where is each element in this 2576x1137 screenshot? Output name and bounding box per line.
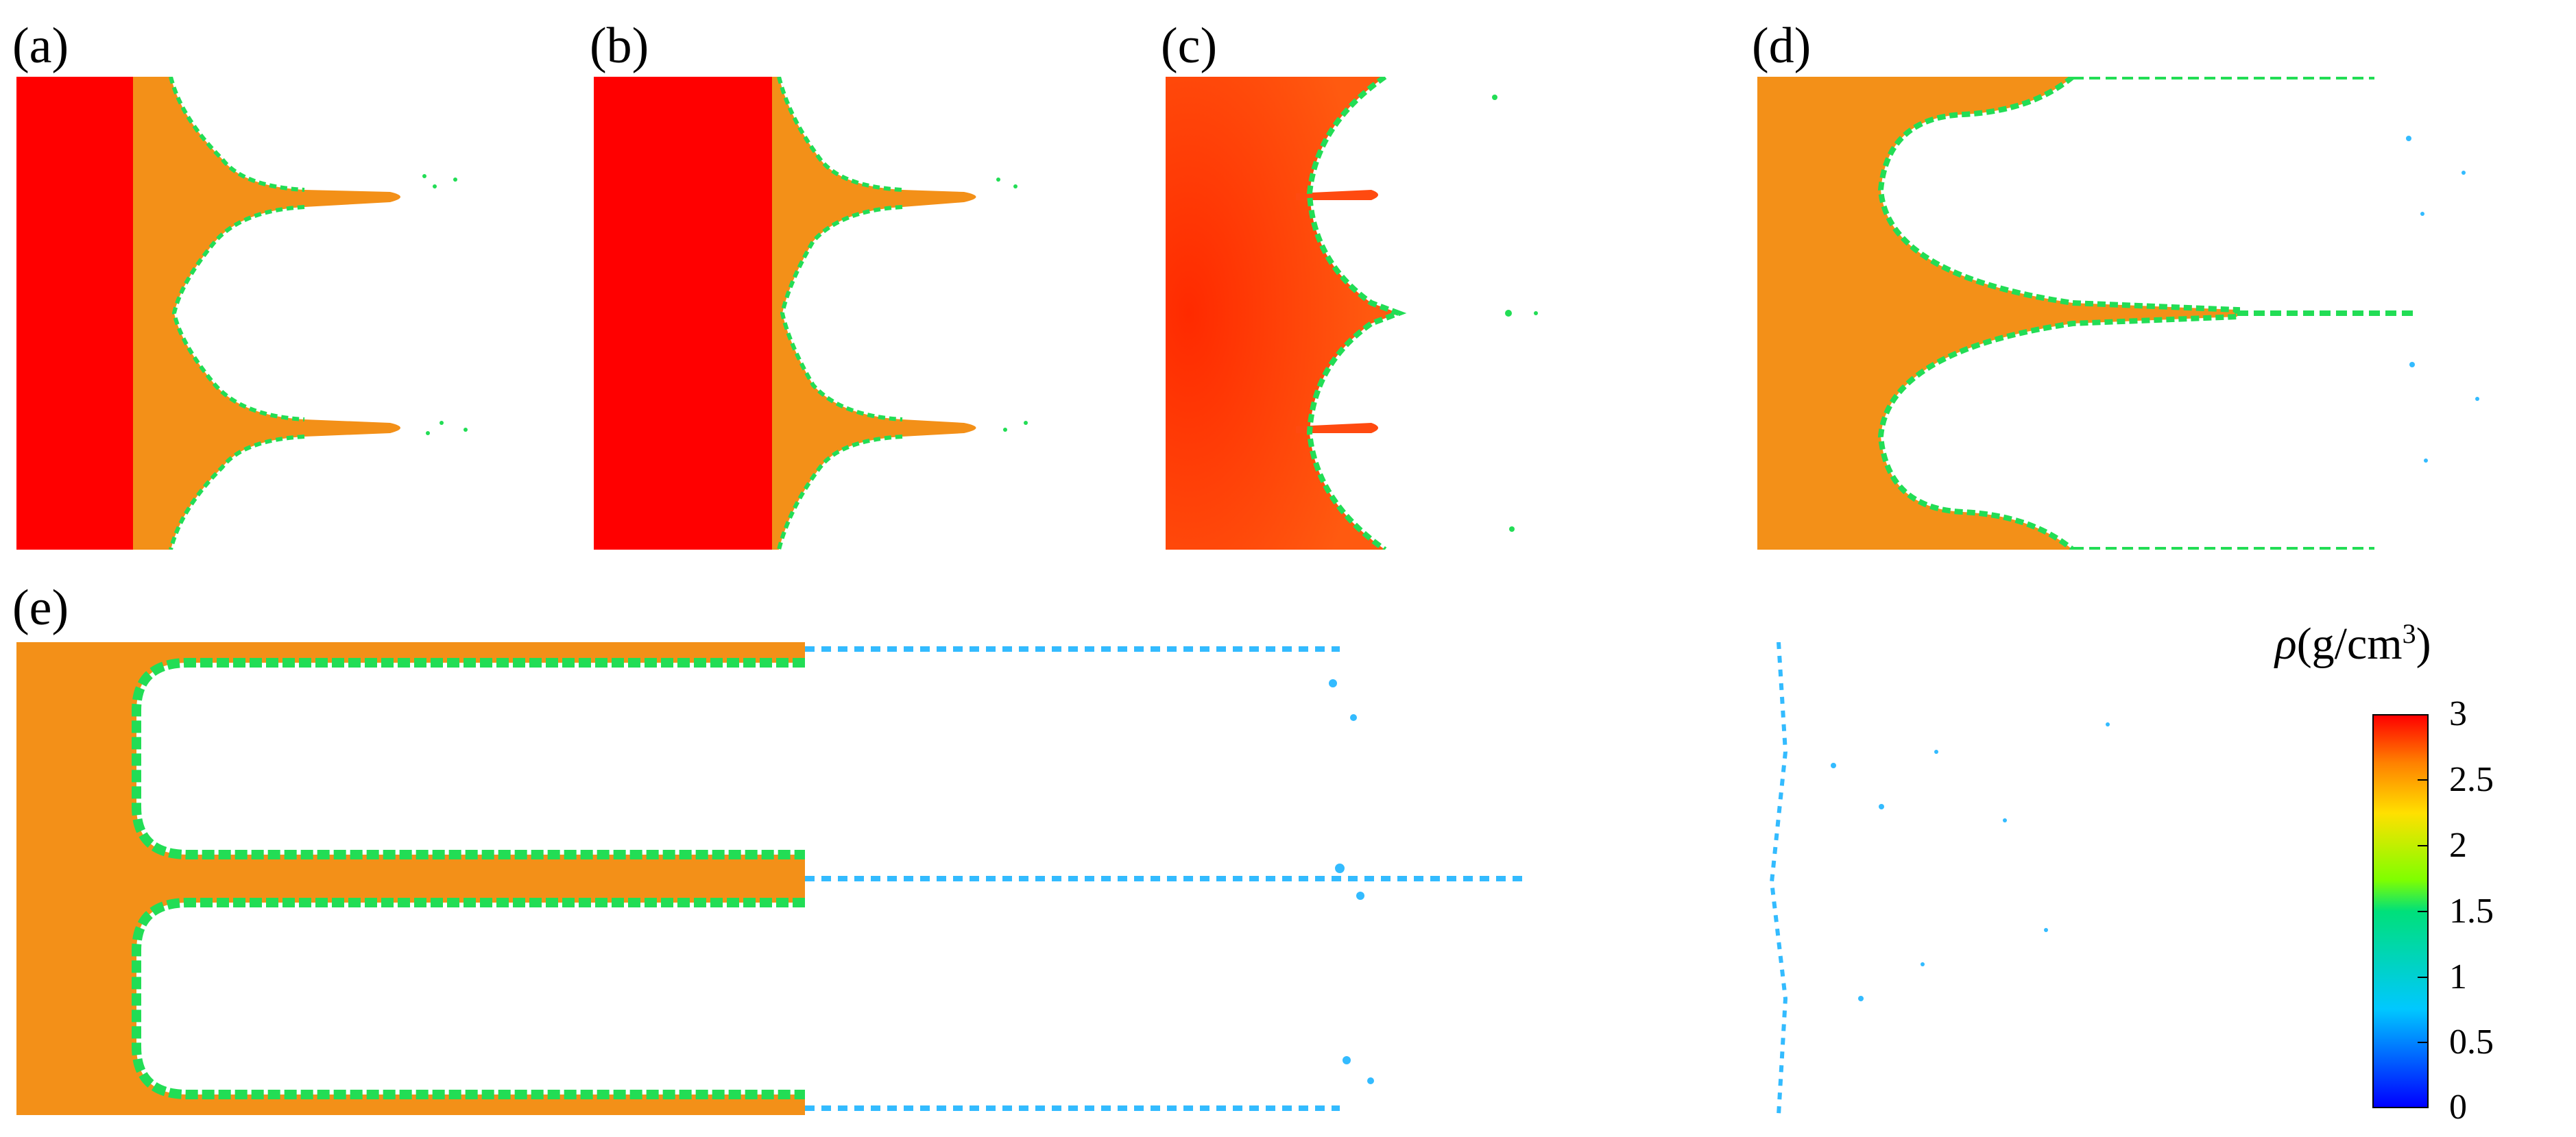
colorbar-tick-label: 3 [2449, 694, 2467, 733]
panel-b-density-map [594, 77, 1060, 550]
colorbar-tick-label: 2 [2449, 826, 2467, 865]
colorbar-tick-label: 2.5 [2449, 760, 2494, 799]
colorbar-tickmark [2418, 977, 2429, 978]
panel-label-a: (a) [12, 18, 69, 74]
colorbar-tickmark [2418, 1042, 2429, 1043]
colorbar-title: ρ(g/cm3) [2275, 620, 2431, 667]
panel-label-d: (d) [1752, 18, 1811, 74]
colorbar-tickmark [2418, 1107, 2429, 1108]
panel-a-density-map [16, 77, 483, 550]
colorbar-tick-label: 1.5 [2449, 892, 2494, 931]
colorbar-tickmark [2418, 845, 2429, 846]
panel-c-density-map [1166, 77, 1577, 550]
colorbar-unit-exponent: 3 [2402, 618, 2416, 649]
colorbar-symbol: ρ [2275, 619, 2297, 669]
colorbar-tickmark [2418, 779, 2429, 781]
panel-label-c: (c) [1161, 18, 1218, 74]
panel-d-density-map [1757, 77, 2498, 550]
colorbar-tick-label: 0 [2449, 1088, 2467, 1127]
panel-e-density-map [16, 642, 2183, 1115]
colorbar-tick-label: 0.5 [2449, 1023, 2494, 1062]
panel-label-e: (e) [12, 580, 69, 636]
panel-label-b: (b) [590, 18, 649, 74]
colorbar-tickmark [2418, 714, 2429, 716]
colorbar-unit: (g/cm [2296, 619, 2403, 669]
colorbar-tick-label: 1 [2449, 957, 2467, 997]
colorbar-tickmark [2418, 911, 2429, 912]
colorbar-unit-close: ) [2416, 619, 2431, 669]
